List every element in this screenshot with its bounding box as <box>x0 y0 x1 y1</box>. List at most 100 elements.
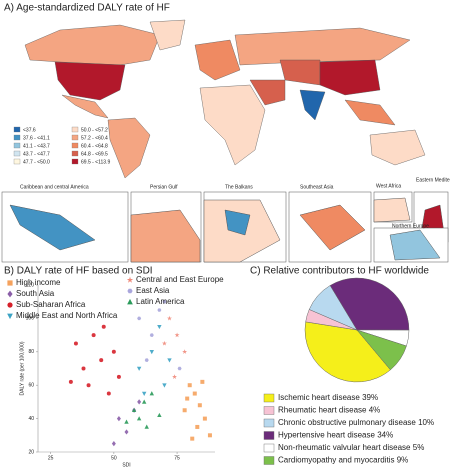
legend-swatch <box>71 126 79 133</box>
point <box>197 403 202 408</box>
region <box>130 209 201 263</box>
point <box>81 366 86 371</box>
region <box>194 39 241 81</box>
point <box>192 391 197 396</box>
chart-title: B) DALY rate of HF based on SDI <box>4 266 153 277</box>
point <box>116 374 121 379</box>
pie-slice <box>304 321 391 383</box>
point <box>116 416 121 422</box>
legend-label: Ischemic heart disease 39% <box>278 393 378 402</box>
x-axis-label: SDI <box>122 462 130 468</box>
legend-swatch <box>263 393 275 403</box>
point <box>111 441 116 447</box>
legend-label: Sub-Saharan Africa <box>16 300 86 309</box>
region <box>24 24 161 66</box>
region <box>389 229 441 261</box>
legend-swatch <box>71 158 79 165</box>
legend-label: 37.6 - <41.1 <box>23 135 50 141</box>
point <box>136 416 142 421</box>
point <box>124 429 129 435</box>
legend-swatch <box>71 142 79 149</box>
region <box>299 89 326 121</box>
legend-name: Rheumatic heart disease <box>278 406 367 415</box>
legend-value: 39% <box>362 393 378 402</box>
region <box>61 94 109 119</box>
region <box>279 59 321 86</box>
point <box>162 383 167 388</box>
point <box>127 288 133 294</box>
inset-label: West Africa <box>376 183 401 189</box>
inset-label: Eastern Mediterranean <box>416 177 450 183</box>
point <box>144 358 149 362</box>
region <box>9 204 96 251</box>
point <box>182 349 188 354</box>
legend-label: Latin America <box>136 297 185 306</box>
y-tick-label: 40 <box>28 416 34 422</box>
legend-label: Hypertensive heart disease 34% <box>278 431 393 440</box>
region <box>234 27 411 66</box>
point <box>195 424 200 429</box>
y-tick-label: 100 <box>26 316 35 322</box>
legend-label: South Asia <box>16 289 55 298</box>
y-tick-label: 80 <box>28 349 34 355</box>
y-tick-label: 20 <box>28 449 34 455</box>
legend-label: Middle East and North Africa <box>16 311 118 320</box>
point <box>161 340 167 346</box>
scatter-panel: B) DALY rate of HF based on SDI 20 40 60 80 1… <box>4 266 224 469</box>
region <box>149 19 186 51</box>
point <box>157 308 162 312</box>
legend-name: Cardiomyopathy and myocarditis <box>278 456 395 465</box>
world-map <box>24 19 426 179</box>
legend-swatch <box>13 134 21 141</box>
point <box>111 349 116 354</box>
point <box>126 276 134 283</box>
point <box>136 366 142 371</box>
legend-label: 64.8 - <69.5 <box>81 151 108 157</box>
legend-swatch <box>263 431 275 440</box>
region <box>319 59 381 96</box>
point <box>101 324 106 329</box>
region <box>249 79 286 106</box>
point <box>182 408 187 413</box>
point <box>86 383 91 388</box>
point <box>207 433 212 438</box>
point <box>187 383 192 388</box>
point <box>124 419 129 424</box>
point <box>200 379 205 384</box>
legend-label: Chronic obstructive pulmonary disease 10… <box>278 418 434 427</box>
legend-label: East Asia <box>136 286 170 295</box>
point <box>202 416 207 421</box>
inset-label: The Balkans <box>225 184 253 190</box>
legend-name: Chronic obstructive pulmonary disease <box>278 418 416 427</box>
legend-swatch <box>263 443 275 453</box>
y-tick-label: 120 <box>26 282 35 288</box>
pie-panel: C) Relative contributors to HF worldwide… <box>250 266 434 465</box>
point <box>7 280 13 286</box>
point <box>137 399 142 405</box>
legend-label: Cardiomyopathy and myocarditis 9% <box>278 456 408 465</box>
point <box>142 391 147 396</box>
x-tick-label: 25 <box>48 455 54 461</box>
legend-label: 41.1 - <43.7 <box>23 143 50 149</box>
legend-swatch <box>13 158 21 165</box>
legend-label: 47.7 - <50.0 <box>23 159 50 165</box>
map-title: A) Age-standardized DALY rate of HF <box>4 3 170 14</box>
legend-value: 10% <box>418 418 434 427</box>
inset-label: Northern Europe <box>392 223 429 229</box>
point <box>167 315 172 321</box>
pie-slice <box>356 329 407 371</box>
legend-label: Rheumatic heart disease 4% <box>278 406 380 415</box>
legend-name: Ischemic heart disease <box>278 393 360 402</box>
legend-swatch <box>71 134 79 141</box>
point <box>149 333 154 337</box>
point <box>162 299 167 304</box>
region <box>224 209 251 236</box>
x-tick-label: 50 <box>111 455 117 461</box>
point <box>137 316 142 321</box>
map-legend: <37.6 37.6 - <41.1 41.1 - <43.7 43.7 - <47.… <box>13 126 110 165</box>
point <box>157 324 162 330</box>
point <box>7 290 13 298</box>
inset-label: Caribbean and central America <box>20 184 89 190</box>
point <box>127 298 133 305</box>
